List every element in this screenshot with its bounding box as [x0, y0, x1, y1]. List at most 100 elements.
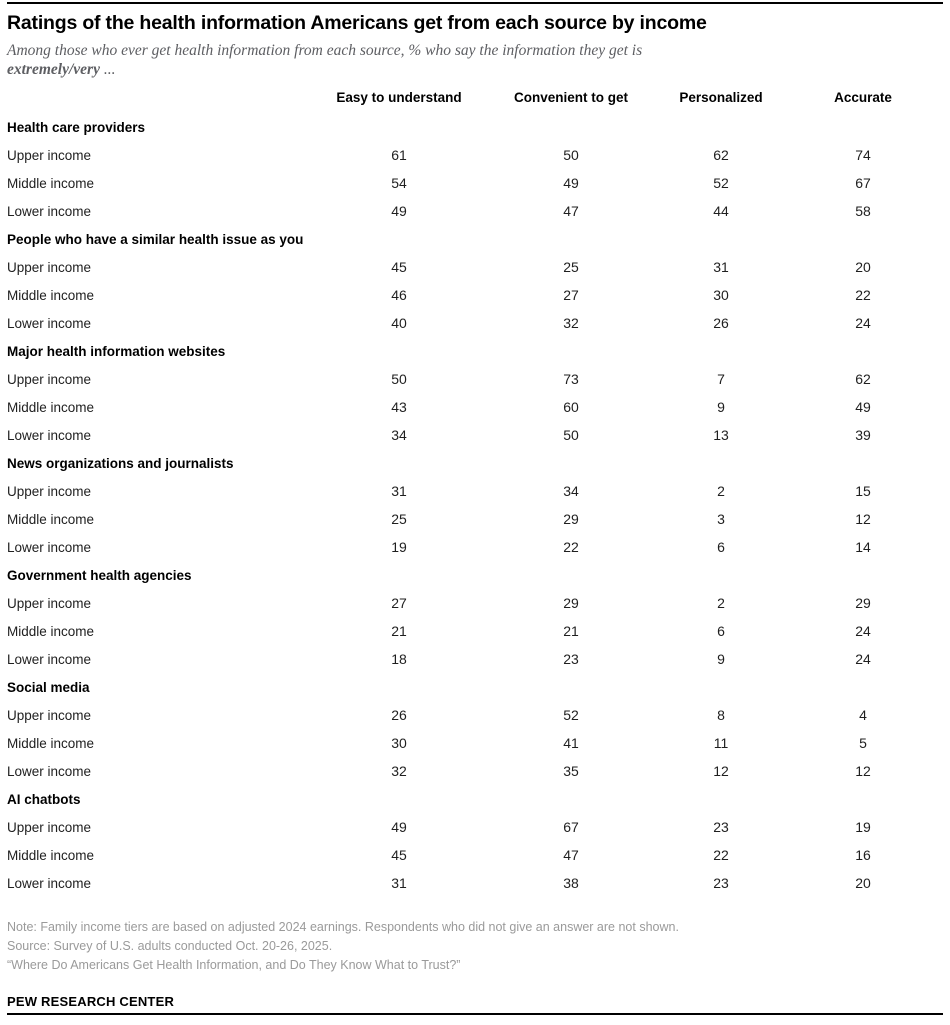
- value-cell: 40: [391, 315, 407, 331]
- footer-notes: Note: Family income tiers are based on a…: [7, 918, 943, 975]
- value-cell: 45: [391, 847, 407, 863]
- row-label: Upper income: [7, 707, 92, 723]
- subtitle-line1: Among those who ever get health informat…: [7, 42, 643, 59]
- data-row: Upper income 49 67 23 19: [7, 813, 943, 841]
- value-cell: 26: [713, 315, 729, 331]
- value-cell: 35: [563, 763, 579, 779]
- data-row: Upper income 26 52 8 4: [7, 701, 943, 729]
- value-cell: 29: [855, 595, 871, 611]
- value-cell: 11: [713, 735, 729, 751]
- value-cell: 22: [563, 539, 579, 555]
- value-cell: 12: [855, 763, 871, 779]
- section-header-row: Social media: [7, 673, 943, 701]
- value-cell: 74: [855, 147, 871, 163]
- value-cell: 13: [713, 427, 729, 443]
- section-header-row: People who have a similar health issue a…: [7, 225, 943, 253]
- value-cell: 2: [717, 595, 725, 611]
- top-rule: [7, 2, 943, 4]
- section-label: News organizations and journalists: [7, 455, 234, 471]
- value-cell: 20: [855, 875, 871, 891]
- value-cell: 62: [713, 147, 729, 163]
- value-cell: 22: [855, 287, 871, 303]
- row-label-header: [7, 88, 315, 113]
- value-cell: 45: [391, 259, 407, 275]
- value-cell: 15: [855, 483, 871, 499]
- value-cell: 29: [563, 511, 579, 527]
- value-cell: 25: [391, 511, 407, 527]
- value-cell: 16: [855, 847, 871, 863]
- source-text: Source: Survey of U.S. adults conducted …: [7, 939, 333, 953]
- section-label: AI chatbots: [7, 791, 81, 807]
- value-cell: 24: [855, 651, 871, 667]
- row-label: Upper income: [7, 259, 92, 275]
- row-label: Upper income: [7, 371, 92, 387]
- value-cell: 49: [391, 203, 407, 219]
- value-cell: 39: [855, 427, 871, 443]
- value-cell: 23: [713, 819, 729, 835]
- data-row: Middle income 30 41 11 5: [7, 729, 943, 757]
- value-cell: 67: [563, 819, 579, 835]
- column-header-convenient-to-get: Convenient to get: [514, 90, 628, 105]
- value-cell: 8: [717, 707, 725, 723]
- data-row: Lower income 34 50 13 39: [7, 421, 943, 449]
- data-row: Upper income 61 50 62 74: [7, 141, 943, 169]
- value-cell: 21: [391, 623, 407, 639]
- value-cell: 6: [717, 623, 725, 639]
- value-cell: 52: [713, 175, 729, 191]
- data-row: Lower income 49 47 44 58: [7, 197, 943, 225]
- section-header-row: Government health agencies: [7, 561, 943, 589]
- value-cell: 3: [717, 511, 725, 527]
- data-row: Middle income 45 47 22 16: [7, 841, 943, 869]
- value-cell: 19: [391, 539, 407, 555]
- report-title-text: “Where Do Americans Get Health Informati…: [7, 958, 461, 972]
- value-cell: 62: [855, 371, 871, 387]
- section-header-row: News organizations and journalists: [7, 449, 943, 477]
- note-text: Note: Family income tiers are based on a…: [7, 920, 679, 934]
- row-label: Middle income: [7, 847, 95, 863]
- subtitle-emphasis: extremely/very: [7, 61, 100, 78]
- value-cell: 26: [391, 707, 407, 723]
- value-cell: 30: [713, 287, 729, 303]
- column-header-personalized: Personalized: [679, 90, 763, 105]
- data-row: Middle income 46 27 30 22: [7, 281, 943, 309]
- value-cell: 21: [563, 623, 579, 639]
- value-cell: 49: [391, 819, 407, 835]
- value-cell: 32: [391, 763, 407, 779]
- value-cell: 73: [563, 371, 579, 387]
- row-label: Upper income: [7, 595, 92, 611]
- row-label: Lower income: [7, 875, 92, 891]
- row-label: Upper income: [7, 147, 92, 163]
- section-header-row: AI chatbots: [7, 785, 943, 813]
- value-cell: 46: [391, 287, 407, 303]
- value-cell: 49: [563, 175, 579, 191]
- row-label: Middle income: [7, 287, 95, 303]
- row-label: Lower income: [7, 203, 92, 219]
- value-cell: 24: [855, 315, 871, 331]
- data-row: Middle income 25 29 3 12: [7, 505, 943, 533]
- data-row: Middle income 54 49 52 67: [7, 169, 943, 197]
- value-cell: 9: [717, 399, 725, 415]
- value-cell: 12: [713, 763, 729, 779]
- value-cell: 54: [391, 175, 407, 191]
- section-label: Health care providers: [7, 119, 146, 135]
- value-cell: 29: [563, 595, 579, 611]
- data-row: Upper income 31 34 2 15: [7, 477, 943, 505]
- row-label: Lower income: [7, 427, 92, 443]
- row-label: Middle income: [7, 399, 95, 415]
- section-label: Social media: [7, 679, 90, 695]
- data-row: Middle income 43 60 9 49: [7, 393, 943, 421]
- value-cell: 31: [713, 259, 729, 275]
- section-label: Major health information websites: [7, 343, 226, 359]
- data-row: Upper income 45 25 31 20: [7, 253, 943, 281]
- row-label: Upper income: [7, 483, 92, 499]
- value-cell: 5: [859, 735, 867, 751]
- row-label: Middle income: [7, 623, 95, 639]
- value-cell: 4: [859, 707, 867, 723]
- value-cell: 50: [563, 427, 579, 443]
- data-row: Middle income 21 21 6 24: [7, 617, 943, 645]
- value-cell: 23: [563, 651, 579, 667]
- column-header-accurate: Accurate: [834, 90, 892, 105]
- value-cell: 60: [563, 399, 579, 415]
- value-cell: 19: [855, 819, 871, 835]
